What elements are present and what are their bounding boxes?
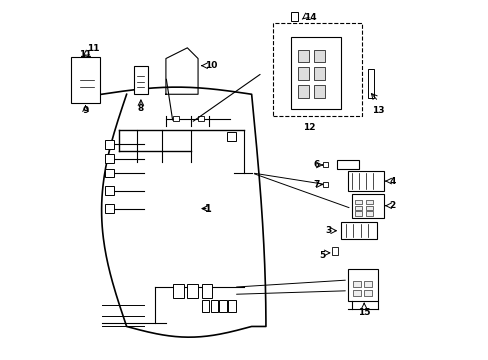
Bar [187, 284, 198, 298]
Text: 3: 3 [325, 226, 331, 235]
Bar [313, 67, 324, 80]
Bar [290, 37, 340, 109]
Text: 13: 13 [371, 106, 384, 115]
Bar [365, 200, 372, 204]
Text: 4: 4 [388, 176, 395, 185]
Bar [351, 194, 383, 217]
Bar [365, 206, 372, 210]
Bar [354, 211, 362, 216]
Text: 5: 5 [319, 251, 325, 260]
Bar [201, 284, 212, 298]
Bar [228, 300, 235, 312]
Bar [105, 168, 114, 177]
Bar [353, 290, 361, 296]
Bar [134, 66, 148, 94]
Text: 1: 1 [205, 203, 212, 213]
Bar [354, 200, 362, 204]
Bar [364, 290, 371, 296]
Text: 11: 11 [79, 50, 92, 59]
Bar [347, 171, 383, 191]
Bar [323, 162, 328, 167]
Bar [313, 85, 324, 98]
Bar [210, 300, 217, 312]
Text: 10: 10 [205, 61, 217, 70]
Bar [323, 182, 328, 187]
Bar [105, 204, 114, 213]
Text: 15: 15 [357, 307, 370, 316]
Bar [272, 23, 362, 116]
Text: 11: 11 [87, 44, 100, 53]
Bar [198, 116, 204, 121]
Bar [347, 269, 378, 301]
FancyBboxPatch shape [71, 57, 100, 103]
Text: 8: 8 [138, 104, 144, 113]
Bar [105, 186, 114, 195]
Bar [364, 281, 371, 287]
Bar [226, 132, 235, 141]
Bar [365, 211, 372, 216]
Text: 2: 2 [388, 201, 395, 210]
Bar [201, 300, 208, 312]
Bar [298, 67, 308, 80]
Text: 9: 9 [82, 106, 88, 115]
Bar [331, 247, 338, 255]
Bar [105, 154, 114, 163]
Bar [353, 281, 361, 287]
Bar [298, 50, 308, 62]
Text: 14: 14 [304, 13, 317, 22]
Bar [298, 85, 308, 98]
Bar [173, 284, 183, 298]
Bar [354, 206, 362, 210]
Text: 6: 6 [313, 161, 319, 170]
Bar [337, 160, 358, 169]
Bar [173, 116, 179, 121]
Bar [313, 50, 324, 62]
Bar [290, 12, 298, 21]
Bar [340, 222, 376, 239]
Text: 12: 12 [302, 123, 314, 132]
Bar [219, 300, 226, 312]
Text: 7: 7 [312, 180, 319, 189]
Bar [367, 69, 373, 98]
Bar [105, 140, 114, 149]
